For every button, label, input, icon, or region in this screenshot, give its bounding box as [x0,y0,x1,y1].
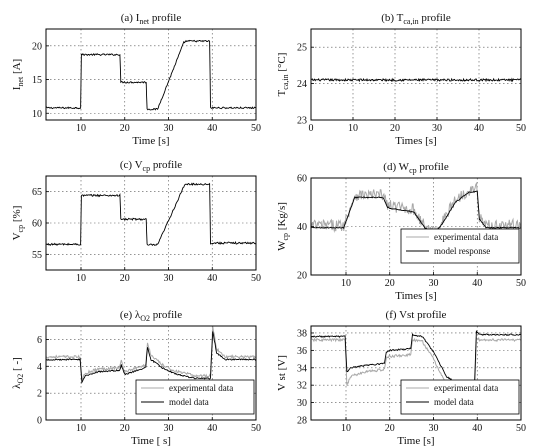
axes-frame [45,325,257,421]
series-line-1 [310,330,522,384]
x-axis-label: Time [s] [132,135,169,147]
series-line-1 [310,190,522,235]
series-line-0 [310,77,522,83]
y-tick-label: 30 [297,398,307,409]
x-tick-label: 40 [207,423,217,434]
y-tick-label: 6 [37,335,42,346]
y-tick-label: 20 [297,271,307,282]
x-tick-label: 50 [251,123,261,134]
y-tick-label: 34 [297,363,307,374]
x-tick-label: 40 [207,273,217,284]
y-tick-label: 23 [297,116,307,127]
chart-title: (e) λO2 profile [120,309,182,323]
axes-frame [310,325,522,421]
chart-c: (c) Vcp profile 10 20 30 40 50 55 60 65 Vcp [%] [11,159,261,284]
x-axis-label: Times [s] [395,290,436,302]
x-tick-label: 20 [385,278,395,289]
y-tick-label: 38 [297,328,307,339]
y-axis-label: Vcp [%] [11,206,25,241]
x-tick-label: 20 [120,123,130,134]
plot-area [46,29,256,120]
x-tick-label: 10 [348,123,358,134]
y-axis-label: Inet [A] [11,59,25,90]
x-tick-label: 40 [472,278,482,289]
series-line-0 [45,182,257,246]
legend-label: experimental data [434,383,498,393]
x-tick-label: 30 [429,423,439,434]
y-axis-label: Wcp [Kg/s] [276,202,290,251]
series-line-0 [310,181,522,237]
y-tick-label: 4 [37,362,42,373]
legend-label: experimental data [169,383,233,393]
chart-d: (d) Wcp profile 10 20 30 40 50 20 40 60 Times [s]… [276,161,526,302]
x-tick-label: 0 [309,123,314,134]
x-tick-label: 40 [474,123,484,134]
y-tick-label: 15 [32,75,42,86]
x-tick-label: 50 [516,423,526,434]
y-tick-label: 60 [32,219,42,230]
y-tick-label: 65 [32,187,42,198]
x-tick-label: 50 [516,278,526,289]
y-tick-label: 36 [297,346,307,357]
x-tick-label: 30 [432,123,442,134]
chart-b: (b) Tca,in profile 0 10 20 30 40 50 23 24 25 Times… [276,12,526,147]
y-tick-label: 20 [32,41,42,52]
y-tick-label: 28 [297,416,307,427]
x-tick-label: 30 [429,278,439,289]
x-tick-label: 50 [516,123,526,134]
x-tick-label: 20 [390,123,400,134]
legend-label: model data [434,397,474,407]
x-tick-label: 40 [207,123,217,134]
x-tick-label: 20 [120,423,130,434]
x-axis-label: Times [s] [395,135,436,147]
x-axis-label: Time [ s] [131,435,171,447]
y-tick-label: 40 [297,222,307,233]
axes-frame [45,28,257,121]
legend-box [400,228,520,264]
chart-title: (f) Vst profile [386,309,447,321]
x-tick-label: 10 [76,273,86,284]
legend-label: model response [434,246,490,256]
x-tick-label: 50 [251,273,261,284]
x-tick-label: 40 [472,423,482,434]
series-line-0 [45,39,257,111]
x-tick-label: 20 [385,423,395,434]
chart-title: (c) Vcp profile [120,159,182,173]
y-tick-label: 0 [37,416,42,427]
legend-box [400,379,520,415]
x-tick-label: 10 [341,423,351,434]
y-tick-label: 60 [297,174,307,185]
y-axis-label: λO2 [ -] [11,357,25,389]
chart-title: (b) Tca,in profile [381,12,451,26]
y-tick-label: 10 [32,109,42,120]
series-line-1 [45,331,257,384]
legend-label: model data [169,397,209,407]
x-tick-label: 10 [341,278,351,289]
y-tick-label: 25 [297,43,307,54]
x-tick-label: 10 [76,423,86,434]
y-tick-label: 24 [297,79,307,90]
legend-label: experimental data [434,232,498,242]
y-axis-label: V st [V] [276,355,288,391]
y-tick-label: 55 [32,250,42,261]
x-tick-label: 30 [164,123,174,134]
y-tick-label: 32 [297,381,307,392]
x-tick-label: 50 [251,423,261,434]
plot-area [311,29,521,120]
chart-title: (d) Wcp profile [383,161,449,175]
chart-title: (a) Inet profile [121,12,182,26]
axes-frame [310,28,522,121]
x-axis-label: Time [s] [397,435,434,447]
y-tick-label: 2 [37,389,42,400]
legend-box [135,379,255,415]
chart-e: (e) λO2 profile 10 20 30 40 50 0 2 4 6 Time [ s] λO… [11,309,261,447]
x-tick-label: 30 [164,273,174,284]
chart-f: (f) Vst profile 10 20 30 40 50 28 30 32 34 36 38 Tim… [276,309,526,447]
y-axis-label: Tca,in [°C] [276,53,290,97]
x-tick-label: 30 [164,423,174,434]
x-tick-label: 10 [76,123,86,134]
x-tick-label: 20 [120,273,130,284]
